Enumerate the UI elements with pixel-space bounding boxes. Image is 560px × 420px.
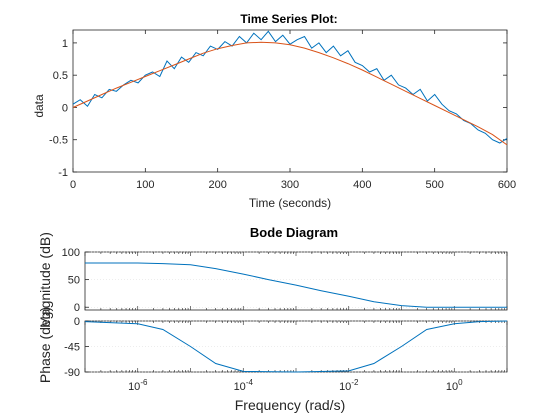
bode-phase-label: Phase (deg) bbox=[37, 307, 53, 383]
bode-x-axis-label: Frequency (rad/s) bbox=[235, 397, 345, 413]
bode-magnitude-label: Magnitude (dB) bbox=[37, 232, 53, 328]
mag-y-tick-label: 50 bbox=[68, 275, 80, 287]
ts-x-tick-label: 500 bbox=[425, 179, 443, 191]
ts-x-tick-label: 400 bbox=[353, 179, 371, 191]
ts-x-tick-label: 600 bbox=[498, 179, 516, 191]
bode-x-tick-label: 100 bbox=[446, 378, 463, 393]
ts-axes-box bbox=[72, 29, 508, 173]
phase-y-tick-label: 0 bbox=[74, 316, 80, 328]
ts-y-tick-label: -0.5 bbox=[49, 135, 68, 147]
ts-y-tick-label: -1 bbox=[58, 167, 68, 179]
mag-axes-box bbox=[84, 251, 508, 311]
bode-title: Bode Diagram bbox=[250, 225, 338, 240]
bode-x-tick-label: 10-4 bbox=[234, 378, 254, 393]
y-axis-label: data bbox=[32, 94, 46, 118]
x-axis-label: Time (seconds) bbox=[249, 196, 331, 210]
ts-fit-series-line bbox=[72, 41, 508, 146]
bode-x-tick-label: 10-6 bbox=[128, 378, 148, 393]
mag-y-tick-label: 100 bbox=[62, 247, 80, 259]
ts-noisy-series-line bbox=[72, 30, 508, 144]
chart-title: Time Series Plot: bbox=[240, 12, 337, 26]
ts-y-tick-label: 0.5 bbox=[53, 70, 68, 82]
ts-x-tick-label: 100 bbox=[136, 179, 154, 191]
ts-x-tick-label: 200 bbox=[208, 179, 226, 191]
bode-phase-plot: -90 -45 0 10-6 10-4 10-2 100 bbox=[64, 316, 508, 393]
bode-x-tick-label: 10-2 bbox=[339, 378, 359, 393]
mag-y-tick-label: 0 bbox=[74, 302, 80, 314]
time-series-plot-area: 0 100 200 300 400 500 600 -1 -0.5 0 0.5 1 bbox=[49, 29, 516, 191]
phase-y-tick-label: -45 bbox=[64, 342, 80, 354]
ts-x-tick-label: 300 bbox=[281, 179, 299, 191]
bode-diagram: Bode Diagram 0 50 100 -90 -45 0 10-6 10-4 10-2 1… bbox=[37, 225, 508, 413]
ts-y-tick-label: 0 bbox=[62, 102, 68, 114]
mag-series-line bbox=[85, 262, 507, 308]
time-series-chart: Time Series Plot: 0 100 200 300 400 500 600 -1 -… bbox=[32, 12, 516, 210]
phase-y-tick-label: -90 bbox=[64, 367, 80, 379]
ts-x-tick-label: 0 bbox=[70, 179, 76, 191]
bode-magnitude-plot: 0 50 100 bbox=[62, 247, 508, 314]
ts-y-tick-label: 1 bbox=[62, 38, 68, 50]
phase-series-line bbox=[84, 320, 508, 373]
